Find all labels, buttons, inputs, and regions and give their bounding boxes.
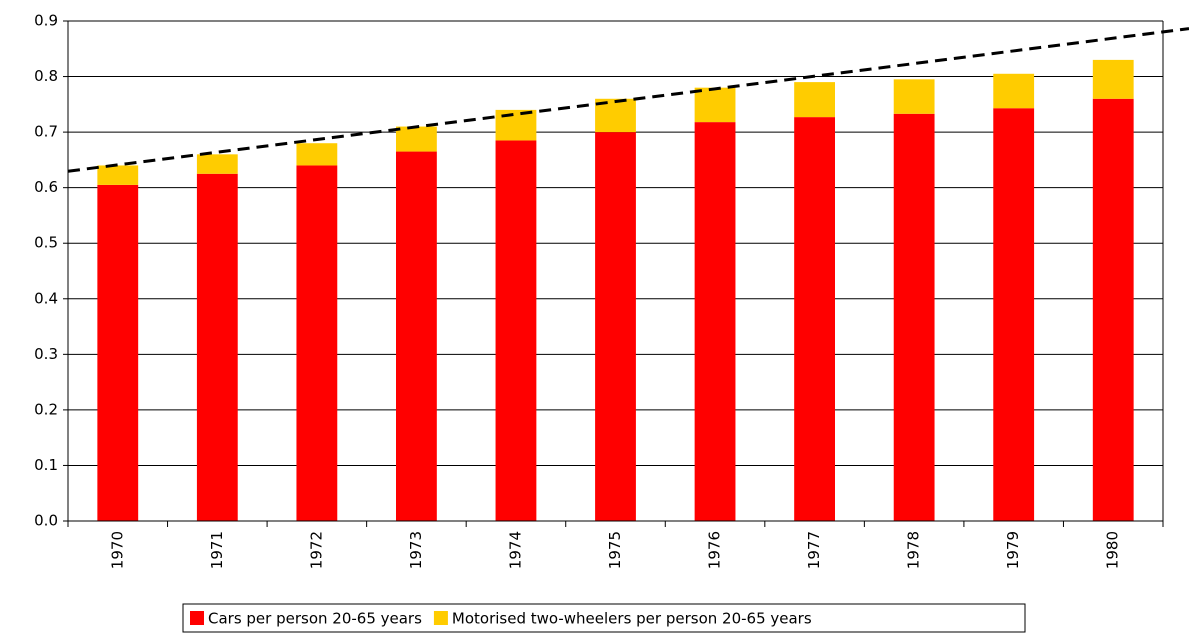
y-tick-label: 0.9	[34, 12, 58, 30]
x-tick-label: 1971	[208, 531, 226, 569]
bar-segment	[495, 140, 537, 521]
bar-segment	[396, 151, 437, 522]
bar-segment	[893, 79, 935, 114]
x-tick-label: 1974	[506, 531, 524, 569]
y-tick-label: 0.0	[34, 512, 58, 530]
x-tick-label: 1973	[407, 531, 425, 569]
y-tick-label: 0.4	[34, 289, 58, 307]
bar-segment	[296, 143, 338, 166]
y-tick-label: 0.1	[34, 456, 58, 474]
y-tick-label: 0.8	[34, 67, 58, 85]
legend: Cars per person 20-65 years Motorised two…	[182, 603, 1026, 633]
bar-segment	[396, 126, 437, 152]
x-tick-label: 1978	[905, 531, 923, 569]
bar-segment	[993, 108, 1035, 521]
legend-label: Motorised two-wheelers per person 20-65 …	[452, 610, 812, 628]
bar-segment	[1092, 59, 1134, 99]
legend-swatch	[190, 611, 204, 625]
bar-segment	[893, 113, 935, 522]
legend-label: Cars per person 20-65 years	[208, 610, 422, 628]
y-tick-label: 0.3	[34, 345, 58, 363]
y-tick-label: 0.2	[34, 400, 58, 418]
x-tick-label: 1979	[1004, 531, 1022, 569]
y-tick-label: 0.7	[34, 123, 58, 141]
x-tick-label: 1975	[606, 531, 624, 569]
x-tick-label: 1977	[805, 531, 823, 569]
legend-box	[182, 603, 1026, 633]
bar-segment	[1092, 98, 1134, 522]
x-tick-label: 1972	[307, 531, 325, 569]
bar-segment	[794, 117, 835, 521]
y-tick-label: 0.5	[34, 234, 58, 252]
bar-segment	[97, 184, 139, 521]
bar-segment	[993, 73, 1035, 109]
bar-segment	[196, 173, 238, 521]
trend-line	[67, 27, 1189, 173]
bar-segment	[595, 132, 636, 521]
x-tick-label: 1980	[1104, 531, 1122, 569]
x-tick-label: 1970	[108, 531, 126, 569]
legend-swatch	[433, 611, 448, 625]
bar-segment	[296, 165, 338, 521]
y-tick-label: 0.6	[34, 178, 58, 196]
bar-segment	[694, 122, 736, 521]
bar-segment	[196, 154, 238, 174]
bar-segment	[495, 109, 537, 141]
bar-segment	[794, 82, 835, 118]
x-tick-label: 1976	[706, 531, 724, 569]
bar-segment	[97, 165, 139, 185]
bar-segment	[694, 87, 736, 123]
